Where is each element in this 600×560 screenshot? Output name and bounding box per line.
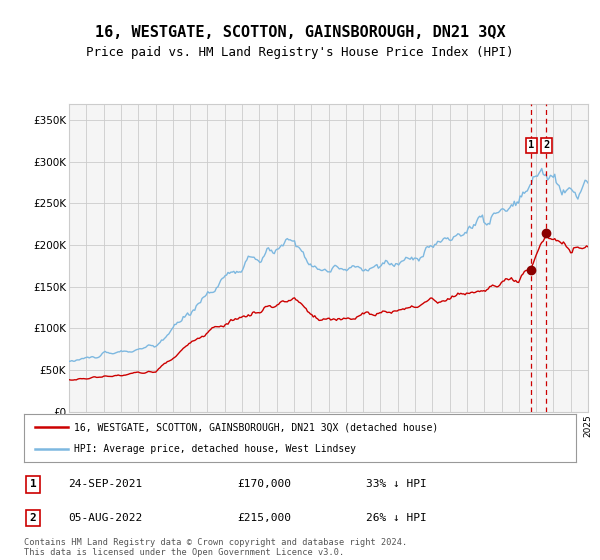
Text: 1: 1 (29, 479, 37, 489)
Text: 26% ↓ HPI: 26% ↓ HPI (365, 513, 427, 523)
Text: 2: 2 (543, 140, 550, 150)
Text: 05-AUG-2022: 05-AUG-2022 (68, 513, 142, 523)
Text: 24-SEP-2021: 24-SEP-2021 (68, 479, 142, 489)
Text: 2: 2 (29, 513, 37, 523)
Text: Price paid vs. HM Land Registry's House Price Index (HPI): Price paid vs. HM Land Registry's House … (86, 46, 514, 59)
Text: 16, WESTGATE, SCOTTON, GAINSBOROUGH, DN21 3QX: 16, WESTGATE, SCOTTON, GAINSBOROUGH, DN2… (95, 25, 505, 40)
Text: £170,000: £170,000 (237, 479, 291, 489)
Text: HPI: Average price, detached house, West Lindsey: HPI: Average price, detached house, West… (74, 444, 356, 454)
Text: 33% ↓ HPI: 33% ↓ HPI (365, 479, 427, 489)
Text: £215,000: £215,000 (237, 513, 291, 523)
Text: Contains HM Land Registry data © Crown copyright and database right 2024.
This d: Contains HM Land Registry data © Crown c… (24, 538, 407, 557)
Text: 16, WESTGATE, SCOTTON, GAINSBOROUGH, DN21 3QX (detached house): 16, WESTGATE, SCOTTON, GAINSBOROUGH, DN2… (74, 422, 438, 432)
Text: 1: 1 (529, 140, 535, 150)
